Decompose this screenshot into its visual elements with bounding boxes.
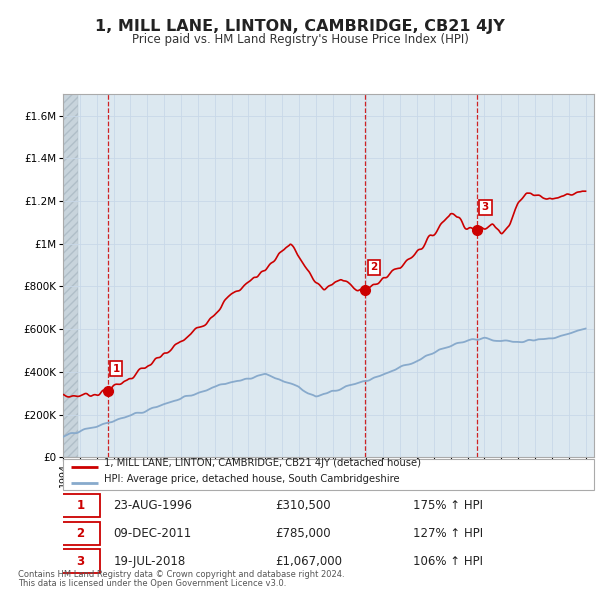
Text: Contains HM Land Registry data © Crown copyright and database right 2024.: Contains HM Land Registry data © Crown c… [18, 571, 344, 579]
Text: 106% ↑ HPI: 106% ↑ HPI [413, 555, 484, 568]
Text: HPI: Average price, detached house, South Cambridgeshire: HPI: Average price, detached house, Sout… [104, 474, 400, 484]
Text: 175% ↑ HPI: 175% ↑ HPI [413, 499, 484, 512]
Text: £785,000: £785,000 [275, 527, 331, 540]
Text: £310,500: £310,500 [275, 499, 331, 512]
FancyBboxPatch shape [63, 459, 594, 490]
FancyBboxPatch shape [61, 494, 100, 517]
Text: This data is licensed under the Open Government Licence v3.0.: This data is licensed under the Open Gov… [18, 579, 286, 588]
Text: £1,067,000: £1,067,000 [275, 555, 343, 568]
FancyBboxPatch shape [61, 522, 100, 545]
Text: 2: 2 [76, 527, 85, 540]
Text: 2: 2 [370, 263, 378, 273]
Text: 1, MILL LANE, LINTON, CAMBRIDGE, CB21 4JY: 1, MILL LANE, LINTON, CAMBRIDGE, CB21 4J… [95, 19, 505, 34]
Text: 23-AUG-1996: 23-AUG-1996 [113, 499, 193, 512]
Text: 19-JUL-2018: 19-JUL-2018 [113, 555, 185, 568]
FancyBboxPatch shape [61, 549, 100, 573]
Text: 09-DEC-2011: 09-DEC-2011 [113, 527, 191, 540]
Text: Price paid vs. HM Land Registry's House Price Index (HPI): Price paid vs. HM Land Registry's House … [131, 33, 469, 46]
Text: 3: 3 [76, 555, 85, 568]
Text: 1: 1 [76, 499, 85, 512]
Text: 1: 1 [113, 364, 120, 374]
Text: 127% ↑ HPI: 127% ↑ HPI [413, 527, 484, 540]
Text: 1, MILL LANE, LINTON, CAMBRIDGE, CB21 4JY (detached house): 1, MILL LANE, LINTON, CAMBRIDGE, CB21 4J… [104, 458, 421, 468]
Text: 3: 3 [482, 202, 489, 212]
